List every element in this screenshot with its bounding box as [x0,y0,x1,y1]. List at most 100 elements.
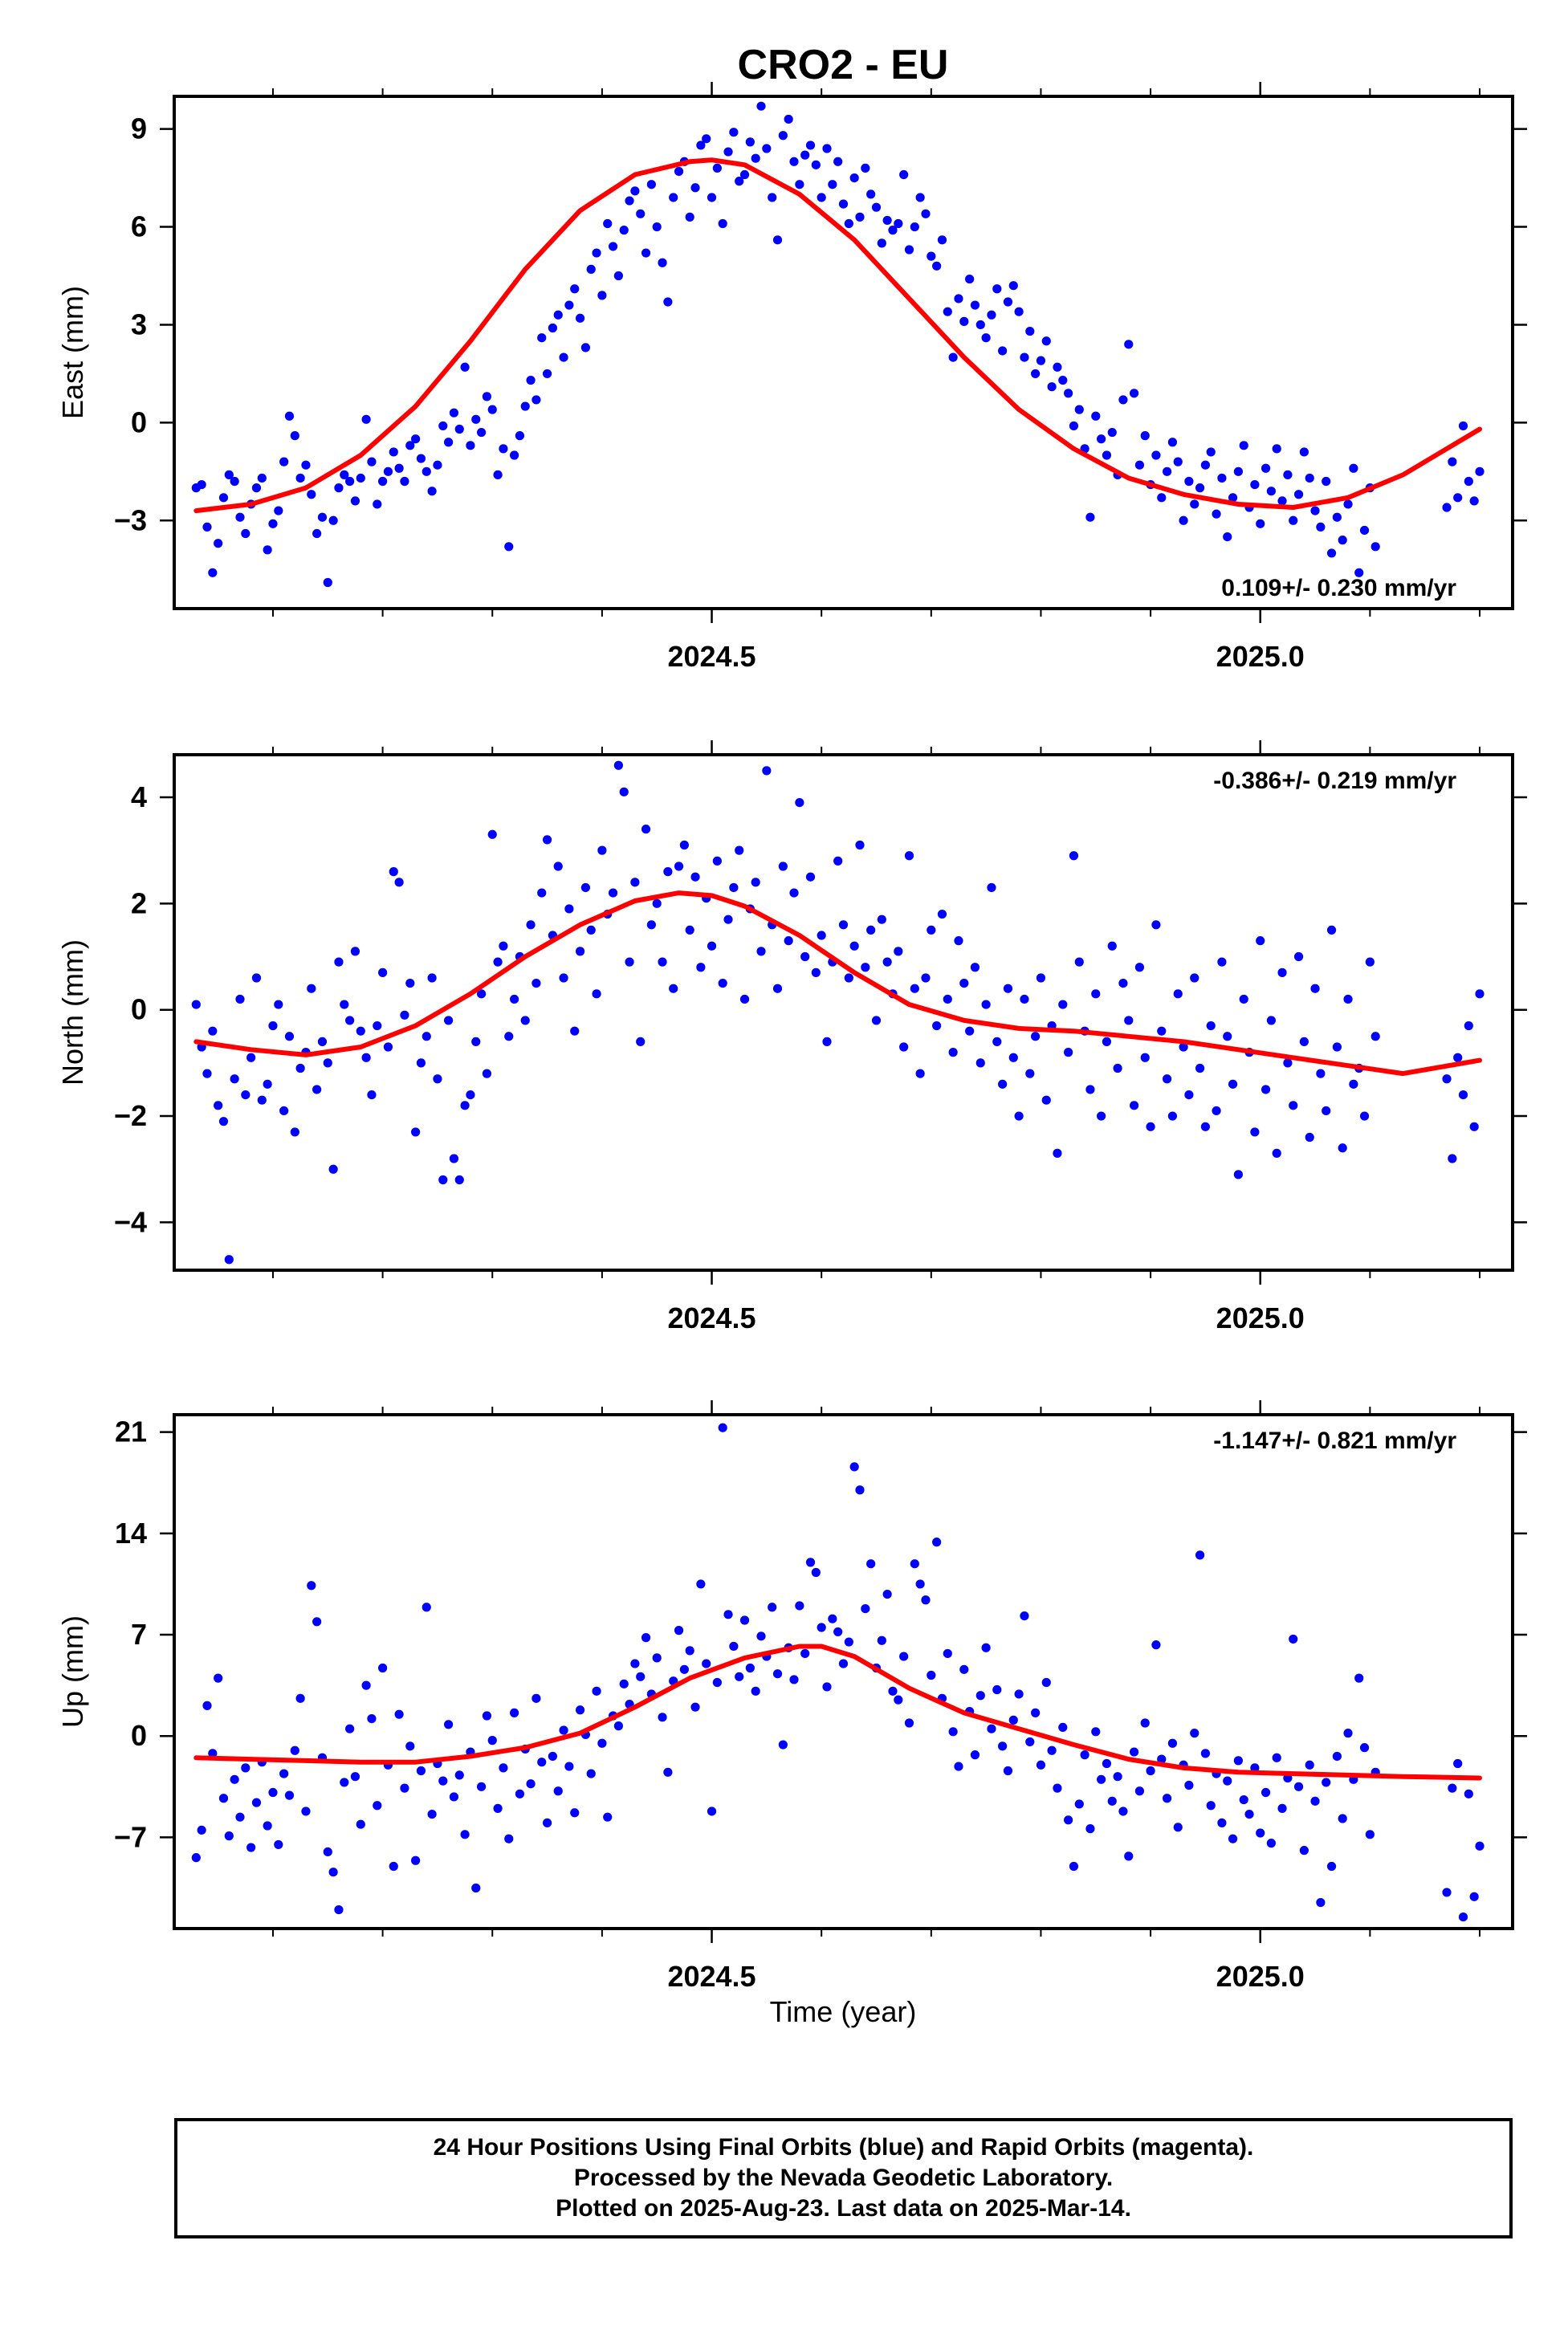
up-data-point [1091,1727,1101,1737]
up-data-point [1322,1778,1331,1787]
north-data-point [789,888,799,898]
east-data-point [778,131,788,141]
east-data-point [1453,493,1463,503]
up-data-point [559,1725,568,1735]
east-data-point [1025,326,1035,336]
north-data-point [1305,1132,1314,1143]
north-data-point [383,1042,393,1052]
up-data-point [1031,1708,1041,1717]
up-data-point [416,1766,426,1776]
east-data-point [307,490,316,499]
up-data-point [1289,1634,1298,1644]
east-data-point [197,479,206,490]
north-data-point [822,1037,832,1047]
up-data-point [268,1787,278,1798]
up-data-point [613,1721,623,1731]
east-data-point [218,493,229,503]
east-data-point [1370,542,1380,552]
north-data-point [328,1164,338,1174]
east-data-point [389,447,398,457]
east-data-point [274,506,283,515]
east-data-point [745,137,755,147]
east-data-point [1047,382,1057,392]
north-data-point [658,957,667,967]
north-y-tick-label: −4 [114,1205,147,1238]
north-data-point [762,766,772,776]
up-data-point [350,1772,360,1782]
east-data-point [619,226,629,235]
east-data-point [702,134,711,144]
east-data-point [340,470,349,479]
east-data-point [1239,441,1248,450]
east-data-point [1179,515,1188,525]
east-data-point [789,157,799,166]
north-data-point [663,867,673,877]
east-data-point [1469,496,1479,506]
east-data-point [241,528,250,539]
east-data-point [636,209,646,218]
east-data-point [981,333,991,343]
east-data-point [768,193,777,202]
north-data-point [739,994,750,1004]
east-data-point [323,577,332,588]
north-data-point [1069,851,1079,861]
up-data-point [1299,1846,1309,1855]
north-data-point [943,994,952,1004]
north-data-point [696,963,706,972]
up-data-point [712,1677,722,1688]
north-data-point [707,941,717,951]
north-data-point [323,1058,332,1068]
up-data-point [904,1718,914,1728]
east-data-point [592,248,601,258]
north-data-point [350,947,360,956]
up-data-point [575,1705,585,1715]
east-data-point [646,180,656,189]
north-data-point [1151,920,1161,930]
north-data-point [855,840,865,850]
north-data-point [723,914,733,924]
up-data-point [504,1834,514,1843]
up-data-point [778,1740,788,1750]
north-data-point [1167,1111,1178,1121]
north-data-point [921,973,931,983]
up-data-point [251,1798,262,1807]
up-data-point [663,1767,673,1777]
east-data-point [723,147,733,157]
east-data-point [1261,463,1271,473]
north-data-point [1146,1122,1155,1131]
north-data-point [1343,994,1353,1004]
up-data-point [345,1724,355,1733]
up-data-point [1272,1753,1281,1762]
east-data-point [548,323,558,333]
north-data-point [998,1079,1008,1089]
east-data-point [1212,509,1221,519]
east-data-point [1107,427,1117,438]
east-data-point [975,320,985,330]
east-data-point [871,202,882,212]
east-data-point [575,313,585,323]
north-data-point [1179,1042,1188,1052]
up-data-point [1200,1749,1211,1758]
up-data-point [537,1758,547,1767]
east-data-point [482,392,492,401]
east-data-point [1091,411,1101,421]
north-data-point [1162,1074,1172,1084]
east-data-point [290,431,299,441]
north-data-point [422,1032,431,1041]
up-data-point [400,1783,409,1793]
up-data-point [756,1631,766,1641]
east-data-point [251,483,262,493]
north-data-point [307,984,316,993]
east-data-point [805,141,816,150]
east-data-point [630,186,640,196]
north-data-point [882,957,892,967]
east-data-point [438,421,448,431]
up-data-point [570,1808,580,1818]
up-data-point [866,1559,876,1569]
east-data-point [373,499,382,509]
east-data-point [959,316,969,326]
north-data-point [894,947,903,956]
east-data-point [1069,421,1079,431]
north-data-point [800,951,810,962]
